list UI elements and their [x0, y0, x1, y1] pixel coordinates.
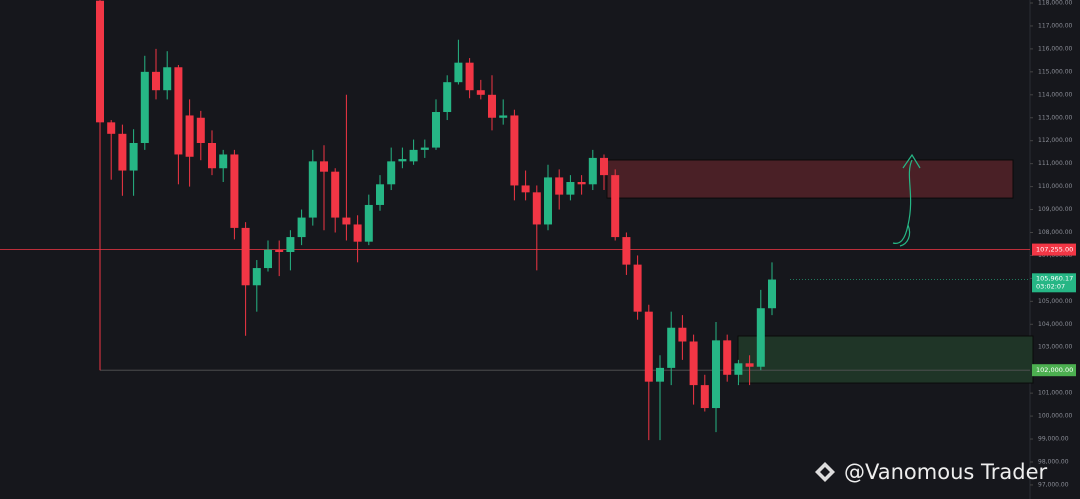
candle-body	[353, 224, 362, 242]
y-tick-label: 108,000.00	[1038, 229, 1073, 236]
candle-body	[387, 161, 396, 185]
candle-body	[376, 184, 384, 205]
candle-body	[196, 117, 205, 143]
y-tick-label: 114,000.00	[1038, 91, 1073, 98]
candle-body	[622, 237, 631, 265]
price-label: 102,000.00	[1036, 366, 1073, 374]
y-tick-label: 100,000.00	[1038, 413, 1073, 420]
candle-body	[768, 279, 776, 309]
current-price-box	[1032, 273, 1076, 293]
y-tick-label: 118,000.00	[1038, 0, 1073, 7]
candle-body	[712, 340, 720, 409]
price-label-box	[1032, 364, 1076, 377]
candle-body	[140, 71, 149, 143]
candle-body	[420, 147, 429, 150]
y-tick-label: 115,000.00	[1038, 68, 1073, 75]
candle-body	[700, 385, 709, 409]
y-tick-label: 97,000.00	[1038, 481, 1069, 488]
candle-body	[129, 142, 138, 171]
candle-body	[208, 142, 216, 169]
candle-body	[152, 71, 160, 91]
y-tick-label: 113,000.00	[1038, 114, 1073, 121]
candle-body	[734, 363, 743, 375]
y-tick-label: 112,000.00	[1038, 137, 1073, 144]
candle-body	[443, 82, 452, 113]
candle-body	[96, 0, 104, 123]
candle-body	[275, 249, 284, 253]
watermark: @Vanomous Trader	[844, 460, 1047, 484]
candle-body	[577, 182, 586, 185]
candle-body	[611, 175, 620, 238]
y-tick-label: 101,000.00	[1038, 390, 1073, 397]
y-tick-label: 103,000.00	[1038, 344, 1073, 351]
candle-body	[331, 171, 340, 218]
candle-body	[454, 62, 463, 83]
zone	[606, 159, 1014, 199]
candle-body	[264, 249, 272, 269]
y-tick-label: 110,000.00	[1038, 183, 1073, 190]
candle-body	[644, 311, 653, 382]
candle-body	[499, 115, 508, 118]
candle-body	[174, 67, 183, 155]
candle-body	[185, 115, 194, 157]
y-tick-label: 109,000.00	[1038, 206, 1073, 213]
candle-body	[409, 149, 418, 162]
zone	[737, 335, 1034, 384]
candle-body	[566, 182, 575, 195]
candle-body	[756, 308, 765, 367]
candle-body	[488, 94, 496, 118]
candle-body	[600, 157, 608, 176]
candle-body	[532, 192, 541, 225]
candle-body	[555, 177, 564, 195]
candle-body	[465, 62, 474, 91]
candle-body	[364, 204, 373, 242]
price-label-box	[1032, 243, 1076, 256]
candle-body	[241, 227, 250, 286]
price-label: 107,255.00	[1036, 246, 1073, 254]
candle-body	[678, 327, 687, 342]
drawn-arrow	[892, 153, 921, 247]
candle-body	[745, 363, 754, 367]
candle-body	[398, 159, 407, 162]
y-tick-label: 104,000.00	[1038, 321, 1073, 328]
y-tick-label: 99,000.00	[1038, 436, 1069, 443]
candle-body	[320, 161, 328, 172]
y-tick-label: 111,000.00	[1038, 160, 1073, 167]
candle-body	[633, 264, 642, 312]
candle-body	[286, 237, 295, 253]
candle-body	[342, 217, 351, 225]
candle-body	[510, 115, 519, 186]
y-tick-label: 116,000.00	[1038, 45, 1073, 52]
candle-body	[656, 367, 664, 382]
countdown: 03:02:07	[1036, 282, 1065, 290]
candle-body	[723, 340, 732, 375]
candle-body	[432, 112, 440, 148]
candle-body	[308, 161, 317, 218]
candle-body	[544, 177, 552, 225]
candle-body	[118, 133, 127, 171]
current-price-label: 105,960.17	[1036, 274, 1073, 282]
candle-body	[521, 185, 530, 193]
candle-body	[689, 341, 698, 386]
candle-body	[297, 217, 306, 238]
watermark-logo	[815, 462, 835, 482]
candle-body	[252, 268, 261, 286]
candle-body	[476, 90, 485, 95]
candle-body	[667, 327, 676, 368]
candle-body	[219, 154, 228, 169]
candle-body	[230, 154, 239, 228]
y-tick-label: 105,000.00	[1038, 298, 1073, 305]
candle-body	[107, 122, 116, 134]
y-tick-label: 98,000.00	[1038, 458, 1069, 465]
y-tick-label: 117,000.00	[1038, 22, 1073, 29]
candle-body	[163, 67, 172, 91]
candle-body	[588, 157, 597, 185]
